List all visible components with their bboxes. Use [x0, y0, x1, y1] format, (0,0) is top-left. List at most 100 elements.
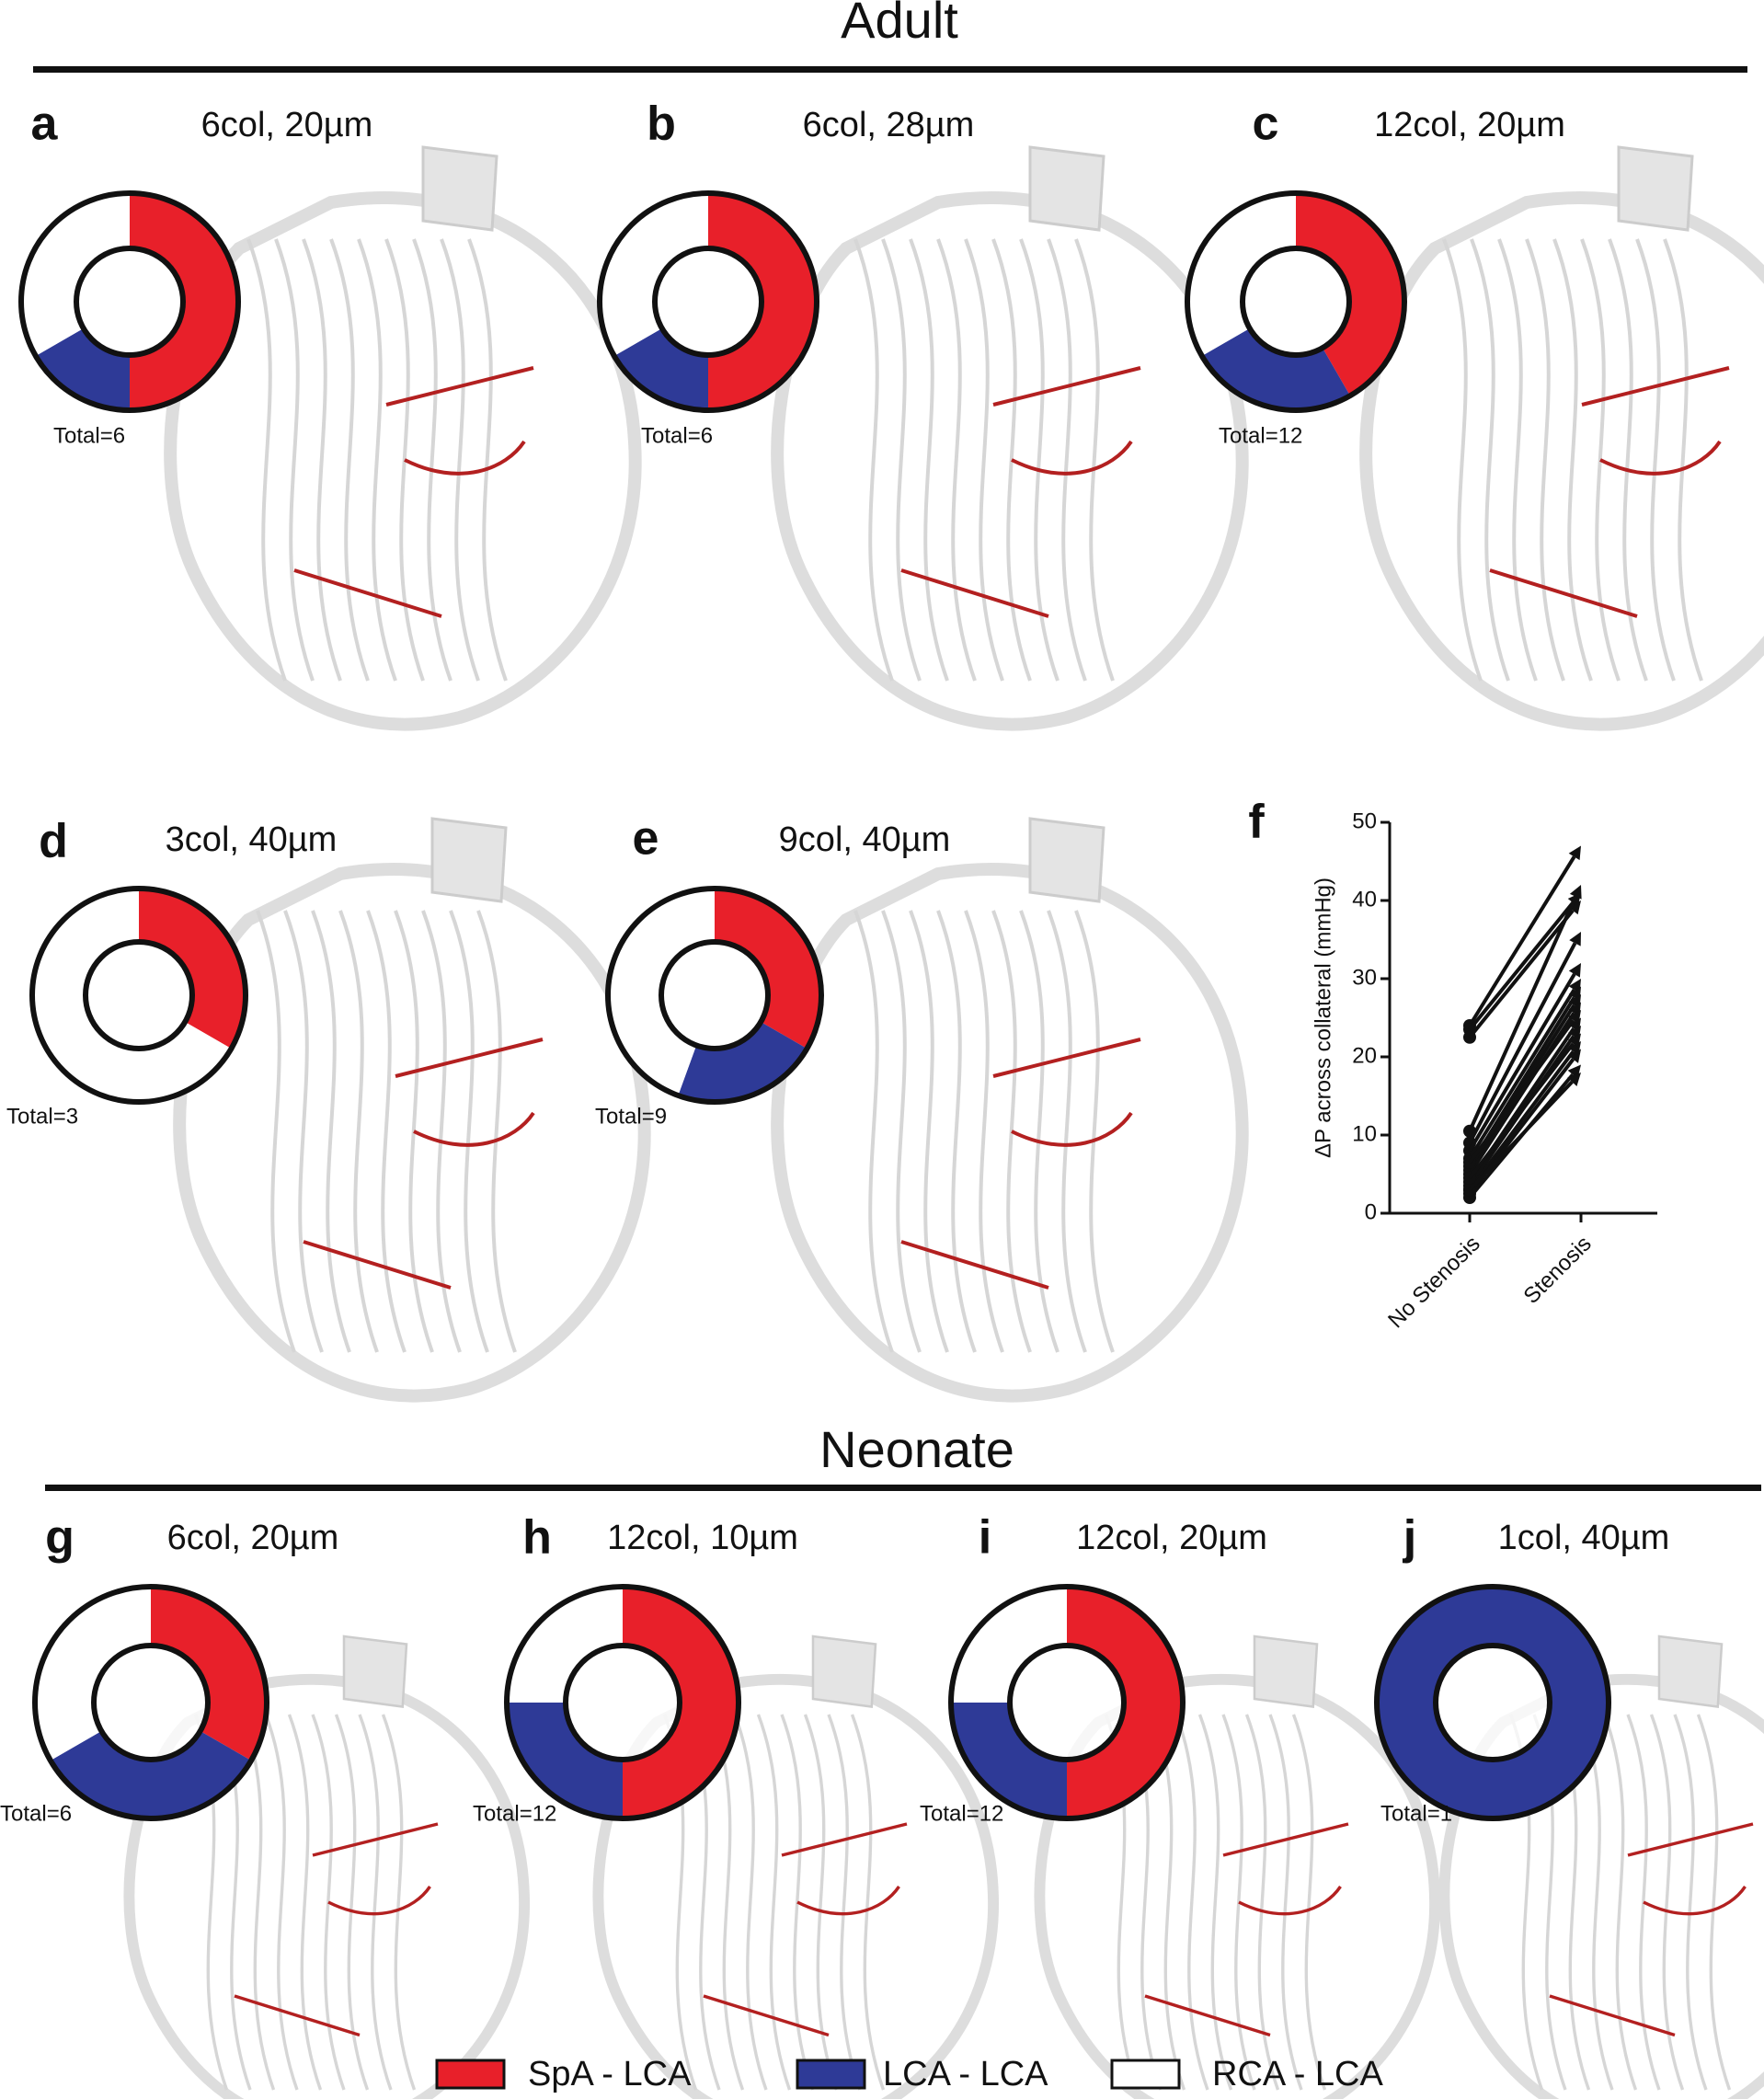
vessel [1221, 1714, 1256, 2091]
vessel [1074, 238, 1115, 682]
total-label: Total=9 [595, 1104, 667, 1129]
collateral [900, 1038, 1141, 1290]
vessel [476, 910, 517, 1353]
vessel [467, 238, 508, 682]
vessel [1268, 1714, 1303, 2091]
vessel [1244, 1714, 1280, 2091]
panel-letter: i [979, 1511, 991, 1565]
panel-title: 1col, 40µm [1498, 1519, 1670, 1557]
heart-model [771, 145, 1249, 731]
panel-letter: d [39, 815, 68, 868]
panel-letter: c [1253, 97, 1279, 151]
panel-title: 9col, 40µm [779, 820, 951, 859]
arrow-head [1568, 845, 1581, 861]
vessel [853, 910, 894, 1353]
arrow-head [1567, 1072, 1581, 1086]
vessel [1635, 238, 1676, 682]
arrow-head [1567, 1049, 1581, 1063]
vessel [803, 1714, 839, 2091]
vessel [256, 910, 296, 1353]
vessel [1626, 1714, 1661, 2091]
collateral [1144, 1822, 1349, 2037]
donut-segment [951, 1703, 1067, 1818]
vessel [709, 1714, 745, 2091]
donut-hole [659, 939, 771, 1051]
vessel [1602, 1714, 1638, 2091]
aorta [430, 817, 508, 903]
donut-hole [74, 246, 186, 358]
vessel [1174, 1714, 1209, 2091]
collateral [293, 366, 534, 618]
heart-outline [173, 863, 651, 1403]
vessel [1074, 910, 1115, 1353]
heart-model [1359, 145, 1764, 731]
vessel [384, 238, 425, 682]
vessel [449, 910, 489, 1353]
pair-line [1468, 909, 1575, 1039]
arrow-head [1568, 1010, 1581, 1025]
pair-line [1468, 1019, 1575, 1164]
aorta [811, 1634, 877, 1708]
total-label: Total=12 [1219, 423, 1302, 448]
panel-letter: f [1248, 796, 1265, 849]
vessel [1470, 238, 1510, 682]
panel-letter: e [633, 812, 659, 866]
vessel [264, 1714, 299, 2091]
vessel [421, 910, 462, 1353]
pair-line [1468, 895, 1578, 1132]
donut-outline [32, 1584, 269, 1821]
vessel [412, 238, 452, 682]
vessel [240, 1714, 276, 2091]
vessel [780, 1714, 815, 2091]
section-title: Neonate [819, 1420, 1014, 1478]
donut-hole [1433, 1643, 1552, 1762]
x-tick-label: No Stenosis [1383, 1232, 1485, 1334]
donut-outline [605, 886, 824, 1105]
panel-letter: a [31, 97, 59, 151]
pair-line [1468, 901, 1575, 1031]
aorta [1253, 1634, 1319, 1708]
vessel [1696, 1714, 1732, 2091]
vessel [756, 1714, 792, 2091]
donut-segment [50, 1731, 252, 1818]
legend-label: LCA - LCA [883, 2055, 1048, 2093]
section-rule [45, 1485, 1761, 1491]
donut-outline [504, 1584, 741, 1821]
arrow-head [1569, 932, 1581, 946]
heart-outline [123, 1674, 531, 2099]
vessel [358, 1714, 393, 2091]
heart-outline [1438, 1674, 1764, 2099]
vessel [1608, 238, 1648, 682]
aorta [1657, 1634, 1724, 1708]
pair-line [1468, 855, 1576, 1027]
panel-title: 12col, 20µm [1076, 1519, 1267, 1557]
pair-line [1468, 988, 1576, 1160]
vessel [1580, 238, 1621, 682]
donut-hole [1240, 246, 1352, 358]
total-label: Total=6 [53, 423, 125, 448]
vessel [357, 238, 397, 682]
donut-segment [1377, 1587, 1609, 1818]
donut-segment [1201, 328, 1350, 410]
total-label: Total=12 [473, 1801, 556, 1826]
y-tick-label: 20 [1352, 1043, 1377, 1068]
vessel [881, 910, 922, 1353]
pair-line [1468, 1004, 1576, 1172]
heart-outline [164, 191, 642, 731]
donut-hole [91, 1643, 211, 1762]
vessel [1497, 238, 1538, 682]
heart-model [164, 145, 642, 731]
donut-segment [35, 328, 130, 410]
y-tick-label: 0 [1365, 1199, 1377, 1224]
vessel [366, 910, 407, 1353]
donut-segment [613, 328, 708, 410]
arrow-head [1567, 1033, 1581, 1048]
legend-swatch [435, 2059, 506, 2090]
panel-letter: g [45, 1511, 74, 1565]
vessel [302, 238, 342, 682]
pair-line [1468, 1042, 1575, 1179]
vessel [1525, 238, 1565, 682]
collateral [234, 1822, 439, 2037]
aorta [421, 145, 498, 232]
